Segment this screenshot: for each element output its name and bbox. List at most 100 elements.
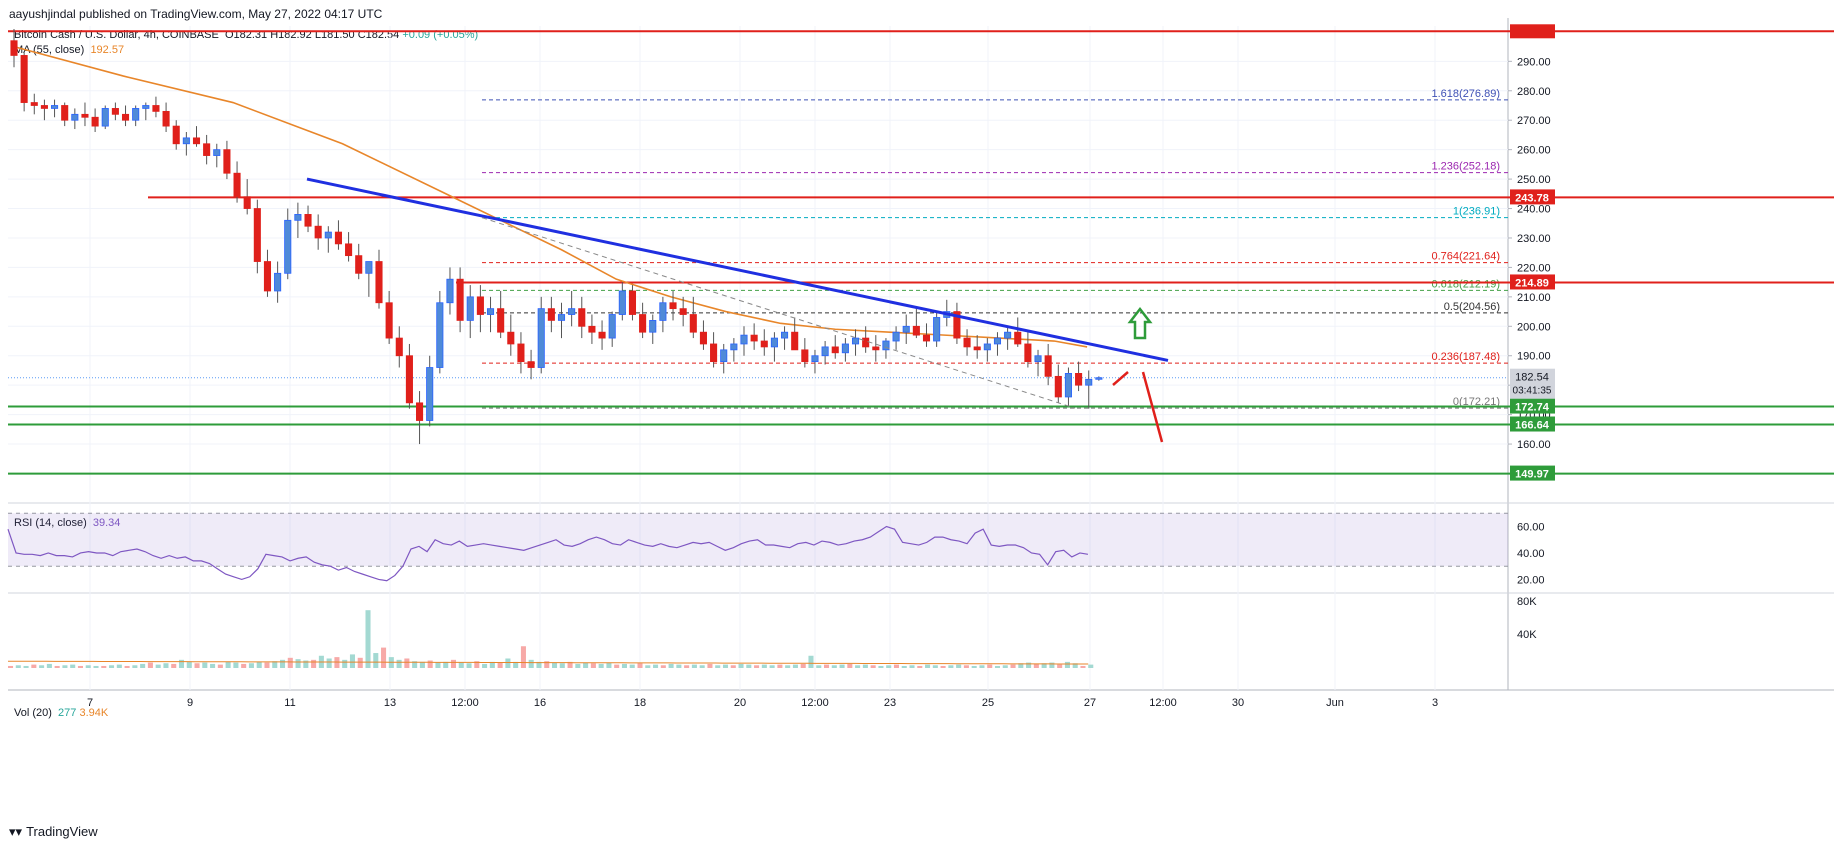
candle-body [223,149,231,174]
price-tick-label: 260.00 [1517,145,1551,157]
candle-body [659,302,667,321]
volume-bar [349,654,355,668]
volume-bar [419,661,425,668]
moving-average [13,45,1088,348]
tradingview-brand[interactable]: ▾▾ TradingView [9,824,98,840]
volume-bar [233,662,239,668]
volume-bar [528,659,534,668]
price-tick-label: 230.00 [1517,233,1551,245]
candle-body [933,317,941,342]
fib-label-1: 1(236.91) [1453,206,1500,218]
volume-bar [567,661,573,668]
rsi-tick-label: 40.00 [1517,548,1545,560]
rsi-value: 39.34 [92,517,121,529]
volume-bar [855,665,861,668]
volume-bar [583,662,589,668]
volume-bar [202,662,208,668]
price-tick-label: 240.00 [1517,204,1551,216]
candle-body [973,346,981,351]
brand-label: TradingView [26,824,98,839]
volume-bar [93,665,99,668]
candle-body [537,308,545,368]
time-axis[interactable]: 7 9 11 13 12:00 16 18 20 12:00 23 25 27 12:00 30 Jun 3 [87,697,1438,709]
fib-label-0: 0(172.21) [1453,396,1500,408]
volume-bar [489,661,495,668]
candle-body [517,343,525,363]
volume-bar [956,664,962,668]
price-axis[interactable]: USD160.00170.00180.00190.00200.00210.002… [1508,24,1555,641]
candle-body [365,261,373,274]
volume-bar [186,661,192,668]
volume-bar [691,664,697,668]
candle-body [588,325,596,333]
volume-bar [917,665,923,668]
volume-bar [979,665,985,668]
volume-bar [1002,665,1008,668]
candle-body [436,302,444,368]
volume-bar [396,659,402,668]
last-price-tag [1510,368,1555,399]
last-price-label: 182.54 [1515,372,1549,384]
candle-body [446,278,454,304]
level-price-label: 243.78 [1515,192,1549,204]
candle-body [912,325,920,336]
volume-bar [925,664,931,668]
volume-legend: Vol (20) 277 3.94K [14,707,108,719]
candle-body [476,296,484,315]
level-price-label: 149.97 [1515,469,1549,481]
volume-bar [598,663,604,668]
candle-body [791,331,799,351]
volume-bar [171,663,177,668]
time-tick-label: 3 [1432,697,1438,709]
volume-bar [870,665,876,668]
volume-bar [722,664,729,668]
candle-body [334,231,342,245]
candle-body [841,343,849,354]
time-tick-label: 27 [1084,697,1096,709]
time-tick-label: 30 [1232,697,1244,709]
chart-grid [8,18,1834,691]
volume-bar [552,662,558,668]
volume-bar [140,663,146,668]
volume-bar [381,647,387,668]
volume-bar [629,664,635,668]
volume-bar [668,663,674,668]
candle-body [547,308,555,321]
volume-bar [839,664,845,668]
time-tick-label: 20 [734,697,746,709]
down-stroke [1141,371,1164,443]
price-tick-label: 220.00 [1517,262,1551,274]
ma-legend: MA (55, close) 192.57 [14,44,124,56]
time-tick-label: 12:00 [451,697,479,709]
time-tick-label: 12:00 [1149,697,1177,709]
level-price-label: 172.74 [1515,402,1550,414]
candle-body [182,137,190,145]
volume-bar [684,665,690,668]
candle-body [608,314,616,339]
candle-body [983,343,991,351]
candle-body [213,149,221,156]
volume-bar [1026,662,1032,668]
volume-bar [62,665,68,668]
volume-bar [303,660,309,668]
volume-bar [256,661,262,668]
candle-body [466,296,474,321]
volume-bar [1064,661,1070,668]
volume-bar [101,665,107,668]
volume-bar [901,665,907,668]
volume-bar [287,657,293,668]
candle-body [557,314,566,321]
candle-body [426,367,434,421]
candle-body [1044,355,1052,377]
fib-label-0.5: 0.5(204.56) [1444,301,1500,313]
volume-bar [660,665,666,668]
candle-body [892,331,900,342]
candle-body [405,355,413,404]
volume-bar [225,661,231,668]
volume-bar [730,665,736,668]
fib-label-0.764: 0.764(221.64) [1432,251,1501,263]
candle-body [486,308,495,315]
candle-body [1075,373,1083,386]
time-tick-label: 18 [634,697,646,709]
